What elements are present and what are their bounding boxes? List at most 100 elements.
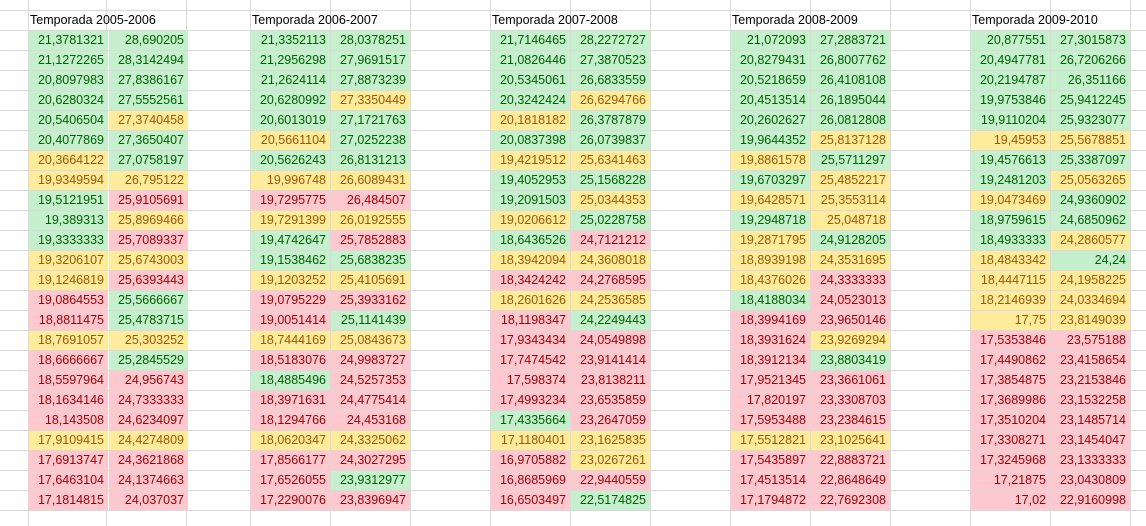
- value-cell-max[interactable]: 23,575188: [1051, 331, 1130, 350]
- value-cell-min[interactable]: 17,3689986: [971, 391, 1050, 410]
- value-cell-min[interactable]: 21,3352113: [251, 31, 330, 50]
- value-cell-min[interactable]: 20,4947781: [971, 51, 1050, 70]
- value-cell-max[interactable]: 23,2647059: [571, 411, 650, 430]
- value-cell-max[interactable]: 22,5174825: [571, 491, 650, 510]
- value-cell-max[interactable]: 23,8149039: [1051, 311, 1130, 330]
- value-cell-max[interactable]: 23,6535859: [571, 391, 650, 410]
- value-cell-max[interactable]: 25,8137128: [811, 131, 890, 150]
- value-cell-max[interactable]: 23,9269294: [811, 331, 890, 350]
- value-cell-min[interactable]: 18,4188034: [731, 291, 810, 310]
- value-cell-max[interactable]: 25,0344353: [571, 191, 650, 210]
- value-cell-min[interactable]: 16,8685969: [491, 471, 570, 490]
- value-cell-min[interactable]: 19,2091503: [491, 191, 570, 210]
- value-cell-min[interactable]: 19,0473469: [971, 191, 1050, 210]
- value-cell-min[interactable]: 18,3912134: [731, 351, 810, 370]
- value-cell-min[interactable]: 17,21875: [971, 471, 1050, 490]
- value-cell-max[interactable]: 25,048718: [811, 211, 890, 230]
- value-cell-min[interactable]: 17,6913747: [29, 451, 108, 470]
- value-cell-min[interactable]: 17,6526055: [251, 471, 330, 490]
- value-cell-max[interactable]: 24,0549898: [571, 331, 650, 350]
- value-cell-min[interactable]: 19,0051414: [251, 311, 330, 330]
- value-cell-min[interactable]: 19,9753846: [971, 91, 1050, 110]
- value-cell-min[interactable]: 19,2481203: [971, 171, 1050, 190]
- value-cell-min[interactable]: 18,3971631: [251, 391, 330, 410]
- value-cell-max[interactable]: 23,2384615: [811, 411, 890, 430]
- value-cell-max[interactable]: 26,795122: [109, 171, 188, 190]
- value-cell-min[interactable]: 17,3510204: [971, 411, 1050, 430]
- value-cell-min[interactable]: 19,2871795: [731, 231, 810, 250]
- value-cell-max[interactable]: 25,303252: [109, 331, 188, 350]
- value-cell-max[interactable]: 28,3142494: [109, 51, 188, 70]
- season-header[interactable]: Temporada 2009-2010: [972, 13, 1098, 27]
- value-cell-max[interactable]: 22,7692308: [811, 491, 890, 510]
- value-cell-max[interactable]: 25,0843673: [331, 331, 410, 350]
- value-cell-max[interactable]: 23,2153846: [1051, 371, 1130, 390]
- value-cell-min[interactable]: 17,4993234: [491, 391, 570, 410]
- value-cell-max[interactable]: 27,3650407: [109, 131, 188, 150]
- value-cell-max[interactable]: 28,0378251: [331, 31, 410, 50]
- value-cell-min[interactable]: 19,0795229: [251, 291, 330, 310]
- value-cell-max[interactable]: 25,0228758: [571, 211, 650, 230]
- value-cell-min[interactable]: 18,1294766: [251, 411, 330, 430]
- value-cell-min[interactable]: 20,1818182: [491, 111, 570, 130]
- value-cell-max[interactable]: 26,1895044: [811, 91, 890, 110]
- value-cell-min[interactable]: 19,4219512: [491, 151, 570, 170]
- value-cell-max[interactable]: 24,6850962: [1051, 211, 1130, 230]
- value-cell-min[interactable]: 17,02: [971, 491, 1050, 510]
- value-cell-min[interactable]: 21,2624114: [251, 71, 330, 90]
- value-cell-min[interactable]: 18,6436526: [491, 231, 570, 250]
- value-cell-min[interactable]: 19,4052953: [491, 171, 570, 190]
- value-cell-min[interactable]: 18,1198347: [491, 311, 570, 330]
- value-cell-max[interactable]: 26,4108108: [811, 71, 890, 90]
- value-cell-min[interactable]: 19,1246819: [29, 271, 108, 290]
- value-cell-min[interactable]: 19,0206612: [491, 211, 570, 230]
- value-cell-max[interactable]: 27,5552561: [109, 91, 188, 110]
- value-cell-min[interactable]: 20,5661104: [251, 131, 330, 150]
- value-cell-max[interactable]: 26,8007762: [811, 51, 890, 70]
- value-cell-max[interactable]: 25,8969466: [109, 211, 188, 230]
- value-cell-max[interactable]: 23,8396947: [331, 491, 410, 510]
- value-cell-max[interactable]: 23,9650146: [811, 311, 890, 330]
- value-cell-max[interactable]: 27,9691517: [331, 51, 410, 70]
- value-cell-min[interactable]: 17,5953488: [731, 411, 810, 430]
- value-cell-min[interactable]: 18,0620347: [251, 431, 330, 450]
- value-cell-min[interactable]: 18,6666667: [29, 351, 108, 370]
- value-cell-min[interactable]: 19,9349594: [29, 171, 108, 190]
- season-header[interactable]: Temporada 2005-2006: [30, 13, 156, 27]
- value-cell-min[interactable]: 18,1634146: [29, 391, 108, 410]
- value-cell-max[interactable]: 25,9412245: [1051, 91, 1130, 110]
- value-cell-min[interactable]: 19,2948718: [731, 211, 810, 230]
- value-cell-min[interactable]: 21,0826446: [491, 51, 570, 70]
- value-cell-max[interactable]: 24,3608018: [571, 251, 650, 270]
- value-cell-min[interactable]: 18,7691057: [29, 331, 108, 350]
- value-cell-max[interactable]: 25,7852883: [331, 231, 410, 250]
- value-cell-min[interactable]: 20,3242424: [491, 91, 570, 110]
- value-cell-max[interactable]: 23,1333333: [1051, 451, 1130, 470]
- value-cell-min[interactable]: 17,3854875: [971, 371, 1050, 390]
- value-cell-max[interactable]: 26,3787879: [571, 111, 650, 130]
- value-cell-max[interactable]: 24,1958225: [1051, 271, 1130, 290]
- value-cell-max[interactable]: 25,9323077: [1051, 111, 1130, 130]
- value-cell-max[interactable]: 26,0192555: [331, 211, 410, 230]
- value-cell-max[interactable]: 26,6833559: [571, 71, 650, 90]
- value-cell-min[interactable]: 20,4077869: [29, 131, 108, 150]
- value-cell-min[interactable]: 18,7444169: [251, 331, 330, 350]
- value-cell-max[interactable]: 23,9312977: [331, 471, 410, 490]
- value-cell-max[interactable]: 25,6393443: [109, 271, 188, 290]
- value-cell-max[interactable]: 22,9160998: [1051, 491, 1130, 510]
- value-cell-min[interactable]: 19,6703297: [731, 171, 810, 190]
- value-cell-max[interactable]: 24,037037: [109, 491, 188, 510]
- value-cell-max[interactable]: 23,4158654: [1051, 351, 1130, 370]
- value-cell-min[interactable]: 20,3664122: [29, 151, 108, 170]
- value-cell-max[interactable]: 22,9440559: [571, 471, 650, 490]
- value-cell-max[interactable]: 24,0523013: [811, 291, 890, 310]
- value-cell-min[interactable]: 17,598374: [491, 371, 570, 390]
- value-cell-min[interactable]: 18,2601626: [491, 291, 570, 310]
- value-cell-max[interactable]: 24,1374663: [109, 471, 188, 490]
- value-cell-max[interactable]: 27,3740458: [109, 111, 188, 130]
- value-cell-min[interactable]: 17,9109415: [29, 431, 108, 450]
- value-cell-max[interactable]: 26,6294766: [571, 91, 650, 110]
- value-cell-max[interactable]: 24,7333333: [109, 391, 188, 410]
- value-cell-min[interactable]: 18,4447115: [971, 271, 1050, 290]
- value-cell-min[interactable]: 19,1203252: [251, 271, 330, 290]
